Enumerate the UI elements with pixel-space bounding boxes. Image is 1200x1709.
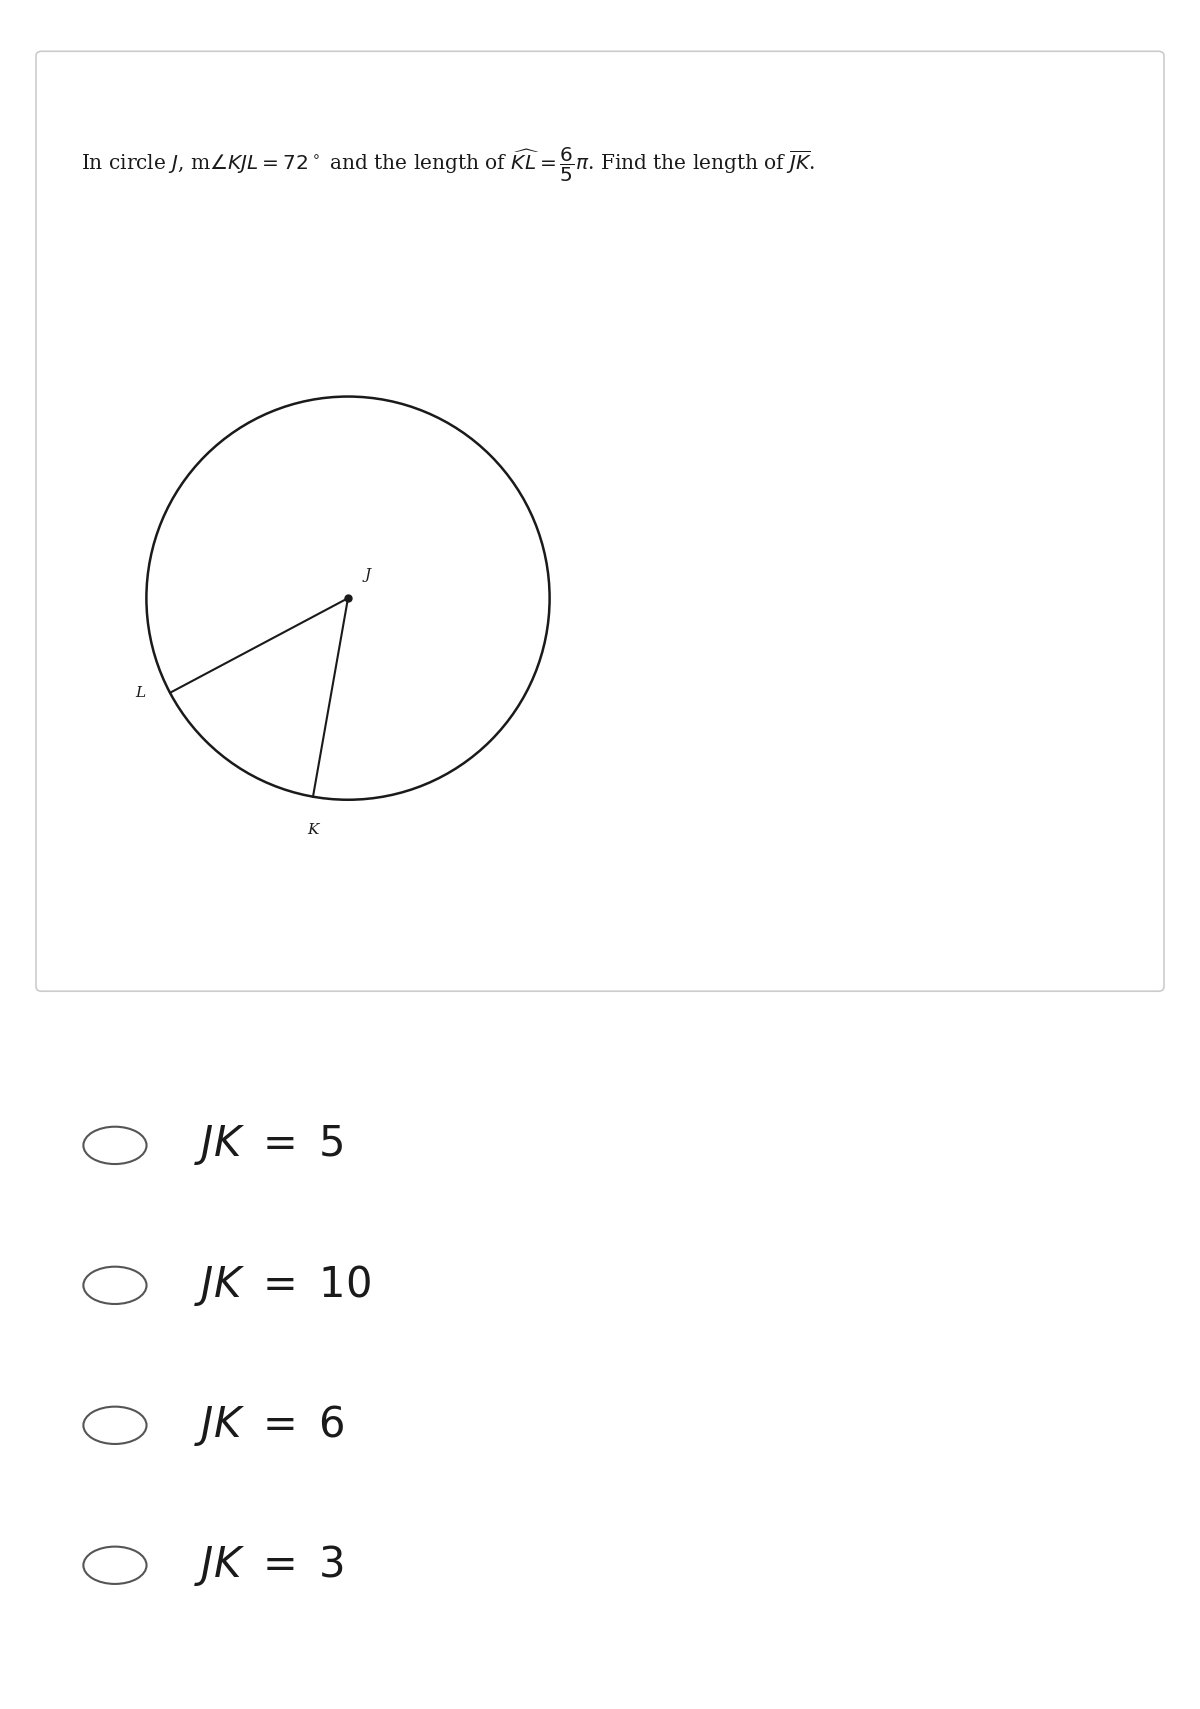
Text: K: K xyxy=(307,824,319,837)
Text: $JK\ =\ 6$: $JK\ =\ 6$ xyxy=(194,1403,344,1448)
Text: $JK\ =\ 10$: $JK\ =\ 10$ xyxy=(194,1263,371,1307)
Text: $JK\ =\ 5$: $JK\ =\ 5$ xyxy=(194,1123,343,1167)
Text: In circle $J$, m$\angle KJL = 72^\circ$ and the length of $\widehat{KL} = \dfrac: In circle $J$, m$\angle KJL = 72^\circ$ … xyxy=(82,145,816,183)
Text: $JK\ =\ 3$: $JK\ =\ 3$ xyxy=(194,1543,343,1588)
FancyBboxPatch shape xyxy=(36,51,1164,991)
Text: L: L xyxy=(136,685,146,699)
Text: J: J xyxy=(364,567,371,583)
